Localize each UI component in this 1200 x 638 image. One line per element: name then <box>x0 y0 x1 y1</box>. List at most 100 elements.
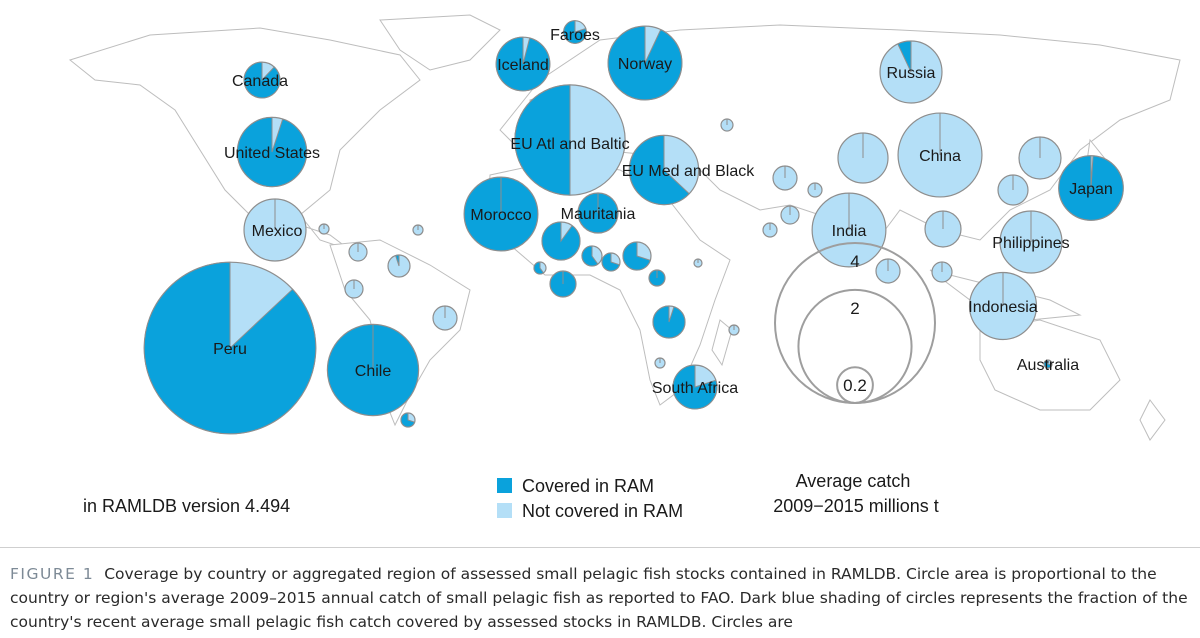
caption-text: Coverage by country or aggregated region… <box>10 565 1188 631</box>
canada-pie <box>243 61 281 99</box>
morocco-label: Morocco <box>470 207 531 224</box>
australia-pie-covered-slice <box>1043 359 1053 369</box>
country-pies: Peru Chile EU Atl and Baltic EU Med and Bla… <box>143 20 1124 435</box>
indonesia-label: Indonesia <box>968 299 1037 316</box>
australia-pie <box>1043 359 1053 369</box>
mexico-label: Mexico <box>252 223 303 240</box>
legend-swatch-not-covered <box>497 503 512 518</box>
size-legend-label-1: 4 <box>850 252 859 271</box>
morocco-pie <box>463 176 539 252</box>
japan-label: Japan <box>1069 181 1113 198</box>
country-8-pie <box>541 221 581 261</box>
country-2-pie <box>348 242 368 262</box>
chile-label: Chile <box>355 363 392 380</box>
country-28-pie <box>837 132 889 184</box>
iceland-label: Iceland <box>497 57 549 74</box>
eu-med-and-black-pie-covered-slice <box>628 134 690 206</box>
peru-pie-covered-slice <box>143 261 317 435</box>
size-legend-circle-3 <box>836 366 874 404</box>
new-zealand-land <box>1139 399 1166 441</box>
faroes-pie <box>563 20 587 44</box>
russia-pie <box>879 40 943 104</box>
country-29-pie <box>693 258 703 268</box>
madagascar-land <box>711 319 733 367</box>
country-7-pie <box>318 223 330 235</box>
ramldb-version-note: in RAMLDB version 4.494 <box>83 496 290 516</box>
eu-med-and-black-pie <box>628 134 700 206</box>
faroes-label: Faroes <box>550 27 600 44</box>
china-pie <box>897 112 983 198</box>
mexico-pie <box>243 198 307 262</box>
country-10-pie <box>549 270 577 298</box>
philippines-pie <box>999 210 1063 274</box>
south-africa-label: South Africa <box>652 380 738 397</box>
country-20-pie <box>780 205 800 225</box>
eu-atl-and-baltic-pie <box>514 84 626 196</box>
size-legend-title: Average catch <box>796 471 911 491</box>
japan-pie <box>1058 155 1124 221</box>
size-legend-label-3: 0.2 <box>843 376 867 395</box>
india-pie <box>811 192 887 268</box>
united-states-pie <box>236 116 308 188</box>
country-3-pie-covered-slice <box>394 254 400 267</box>
russia-label: Russia <box>887 65 936 82</box>
peru-pie <box>143 261 317 435</box>
country-9-pie-covered-slice <box>533 261 545 275</box>
philippines-label: Philippines <box>992 235 1069 252</box>
canada-label: Canada <box>232 73 288 90</box>
coverage-map-figure: Peru Chile EU Atl and Baltic EU Med and Bla… <box>68 14 1181 521</box>
size-legend-subtitle: 2009−2015 millions t <box>773 496 939 516</box>
country-22-pie <box>772 165 798 191</box>
legend-label-not-covered: Not covered in RAM <box>522 501 683 521</box>
country-3-pie <box>387 254 411 278</box>
country-21-pie <box>807 182 823 198</box>
figure-caption: FIGURE 1 Coverage by country or aggregate… <box>10 562 1190 634</box>
country-19-pie <box>762 222 778 238</box>
iceland-pie <box>495 36 551 92</box>
caption-divider <box>0 547 1200 548</box>
eu-atl-and-baltic-label: EU Atl and Baltic <box>510 136 629 153</box>
chile-pie <box>326 323 420 417</box>
south-africa-pie <box>672 364 718 410</box>
country-16-pie <box>728 324 740 336</box>
russia-pie-covered-slice <box>897 40 912 73</box>
eu-med-and-black-label: EU Med and Black <box>622 163 756 180</box>
country-11-pie <box>581 245 603 267</box>
india-label: India <box>832 223 867 240</box>
country-12-pie <box>601 252 621 272</box>
country-24-pie <box>924 210 962 248</box>
country-8-pie-covered-slice <box>541 221 581 261</box>
country-9-pie <box>533 261 547 275</box>
iceland-pie-covered-slice <box>495 36 551 92</box>
country-6-pie <box>400 412 416 428</box>
country-23-pie <box>875 258 901 284</box>
figure-label: FIGURE 1 <box>10 565 95 583</box>
faroes-pie-covered-slice <box>563 20 587 44</box>
country-14-pie <box>648 269 666 287</box>
canada-pie-covered-slice <box>243 61 281 99</box>
indonesia-pie <box>968 271 1038 341</box>
united-states-label: United States <box>224 145 320 162</box>
country-25-pie <box>931 261 953 283</box>
country-27-pie <box>1018 136 1062 180</box>
country-18-pie <box>720 118 734 132</box>
country-26-pie <box>997 174 1029 206</box>
country-15-pie <box>652 305 686 339</box>
unlabeled-country-pies <box>318 118 1062 428</box>
country-13-pie <box>622 241 652 271</box>
country-1-pie <box>412 224 424 236</box>
australia-label: Australia <box>1017 357 1079 374</box>
peru-label: Peru <box>213 341 247 358</box>
country-5-pie <box>432 305 458 331</box>
size-legend: 420.2 <box>774 242 936 404</box>
norway-pie <box>607 25 683 101</box>
eu-atl-and-baltic-pie-covered-slice <box>514 84 571 196</box>
norway-label: Norway <box>618 56 672 73</box>
mauritania-pie <box>577 192 619 234</box>
color-legend: Covered in RAM Not covered in RAM <box>497 476 683 521</box>
country-15-pie-covered-slice <box>652 305 686 339</box>
country-12-pie-covered-slice <box>601 252 621 272</box>
country-11-pie-covered-slice <box>581 245 599 267</box>
mauritania-label: Mauritania <box>561 206 636 223</box>
country-4-pie <box>344 279 364 299</box>
